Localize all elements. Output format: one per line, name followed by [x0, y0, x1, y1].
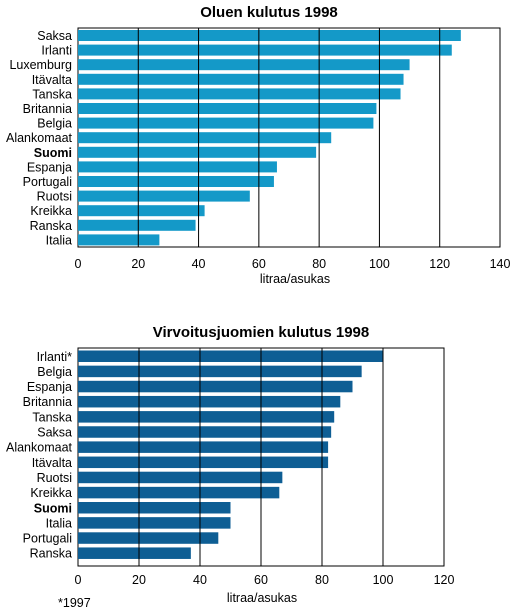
category-label: Luxemburg	[9, 58, 72, 72]
category-label: Tanska	[32, 410, 72, 424]
x-tick-label: 60	[252, 257, 266, 271]
x-tick-label: 100	[373, 573, 394, 587]
footnote: *1997	[58, 596, 91, 610]
bar-italia	[78, 517, 231, 529]
chart-2: Virvoitusjuomien kulutus 1998 Irlanti*Bel…	[6, 324, 454, 610]
bar-kreikka	[78, 486, 280, 499]
bar-belgia	[78, 365, 362, 378]
category-label: Italia	[46, 233, 72, 247]
bar-irlanti	[78, 44, 452, 56]
category-label: Itävalta	[32, 456, 72, 470]
x-tick-label: 40	[193, 573, 207, 587]
category-label: Irlanti*	[37, 350, 73, 364]
category-label: Kreikka	[30, 486, 72, 500]
category-label: Irlanti	[41, 44, 72, 58]
category-label: Ruotsi	[37, 471, 72, 485]
category-label: Ranska	[30, 547, 72, 561]
category-label: Ruotsi	[37, 190, 72, 204]
bar-ranska	[78, 219, 196, 231]
bar-ruotsi	[78, 471, 283, 484]
bar-kreikka	[78, 205, 205, 217]
bar-saksa	[78, 30, 461, 41]
category-label: Belgia	[37, 117, 72, 131]
chart-title: Virvoitusjuomien kulutus 1998	[153, 324, 369, 341]
category-label: Britannia	[23, 102, 72, 116]
bar-suomi	[78, 502, 231, 514]
category-label: Saksa	[37, 29, 72, 43]
x-axis-label: litraa/asukas	[227, 591, 297, 605]
x-tick-label: 0	[75, 573, 82, 587]
bar-britannia	[78, 395, 341, 408]
bar-belgia	[78, 117, 374, 129]
bar-suomi	[78, 146, 317, 158]
category-label: Portugali	[23, 175, 72, 189]
x-tick-label: 60	[254, 573, 268, 587]
x-tick-label: 100	[369, 257, 390, 271]
category-label: Alankomaat	[6, 441, 73, 455]
bar-irlanti	[78, 350, 383, 362]
category-label: Suomi	[34, 501, 72, 515]
category-label: Kreikka	[30, 204, 72, 218]
chart-1: Oluen kulutus 1998SaksaIrlantiLuxemburgI…	[6, 4, 510, 286]
bar-tanska	[78, 88, 401, 100]
category-label: Italia	[46, 516, 72, 530]
bar-tanska	[78, 411, 335, 423]
category-label: Espanja	[27, 380, 72, 394]
x-tick-label: 20	[131, 257, 145, 271]
x-tick-label: 120	[434, 573, 455, 587]
bar-portugali	[78, 176, 274, 187]
category-label: Itävalta	[32, 73, 72, 87]
category-label: Britannia	[23, 395, 72, 409]
x-tick-label: 20	[132, 573, 146, 587]
bar-alankomaat	[78, 441, 329, 453]
bar-luxemburg	[78, 59, 410, 71]
x-tick-label: 120	[429, 257, 450, 271]
x-tick-label: 80	[315, 573, 329, 587]
bar-alankomaat	[78, 132, 332, 144]
bar-italia	[78, 234, 160, 246]
x-tick-label: 80	[312, 257, 326, 271]
category-label: Ranska	[30, 219, 72, 233]
x-tick-label: 0	[75, 257, 82, 271]
category-label: Tanska	[32, 87, 72, 101]
category-label: Saksa	[37, 426, 72, 440]
bar-ranska	[78, 547, 191, 559]
category-label: Portugali	[23, 532, 72, 546]
x-axis-label: litraa/asukas	[260, 272, 330, 286]
bar-espanja	[78, 380, 353, 393]
bar-britannia	[78, 103, 377, 114]
bar-itävalta	[78, 456, 329, 469]
category-label: Alankomaat	[6, 131, 73, 145]
category-label: Espanja	[27, 160, 72, 174]
x-tick-label: 140	[490, 257, 511, 271]
bar-itävalta	[78, 73, 404, 85]
bar-espanja	[78, 161, 277, 173]
chart-title: Oluen kulutus 1998	[200, 4, 338, 21]
category-label: Suomi	[34, 146, 72, 160]
bar-portugali	[78, 532, 219, 544]
bar-saksa	[78, 426, 332, 438]
category-label: Belgia	[37, 365, 72, 379]
x-tick-label: 40	[192, 257, 206, 271]
bar-ruotsi	[78, 190, 250, 202]
